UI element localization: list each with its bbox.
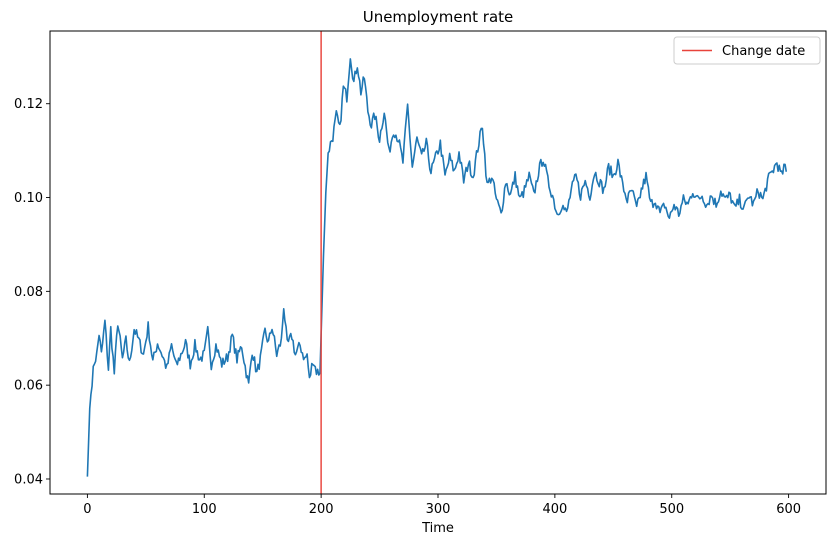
legend-label: Change date [722, 44, 805, 59]
y-tick-label: 0.04 [14, 472, 43, 487]
y-tick-label: 0.06 [14, 379, 43, 394]
x-tick-label: 500 [659, 502, 684, 517]
series-group [86, 58, 788, 477]
x-tick-label: 600 [776, 502, 801, 517]
x-tick-label: 0 [83, 502, 91, 517]
y-tick-label: 0.08 [14, 285, 43, 300]
series-line [86, 58, 788, 477]
y-axis: 0.04 0.06 0.08 0.10 0.12 [14, 97, 50, 487]
y-tick-label: 0.10 [14, 191, 43, 206]
x-tick-label: 300 [426, 502, 451, 517]
x-axis-label: Time [421, 521, 454, 536]
x-axis: 0 100 200 300 400 500 600 [83, 494, 801, 517]
y-tick-label: 0.12 [14, 97, 43, 112]
x-tick-label: 200 [309, 502, 334, 517]
plot-frame [49, 30, 827, 495]
legend: Change date [673, 36, 821, 65]
legend-box [673, 36, 821, 65]
x-tick-label: 100 [192, 502, 217, 517]
chart-title: Unemployment rate [363, 8, 514, 26]
x-tick-label: 400 [542, 502, 567, 517]
